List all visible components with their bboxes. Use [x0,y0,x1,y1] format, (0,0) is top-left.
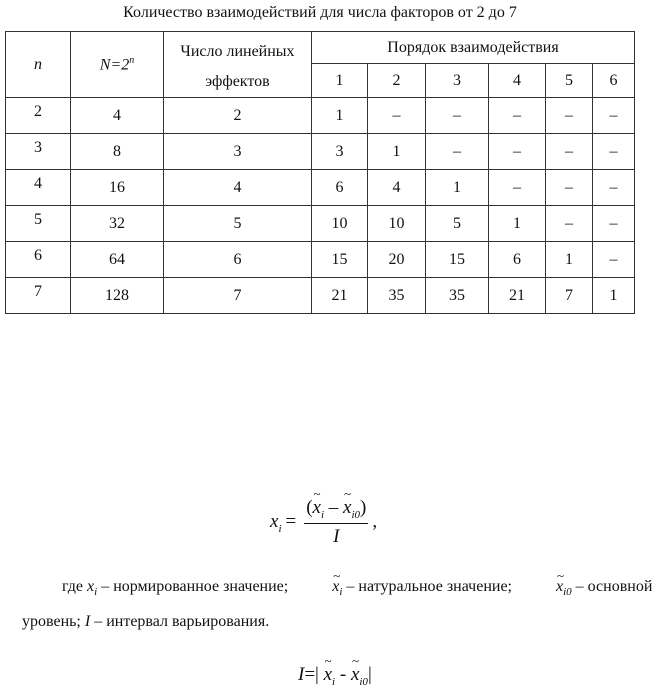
table-cell: 1 [488,205,546,242]
table-cell: 1 [367,133,426,170]
header-N: N=2n [70,31,164,98]
header-order-4: 4 [488,63,546,98]
table-cell: 20 [367,241,426,278]
table-cell: 7 [545,277,593,314]
table-cell: – [545,97,593,134]
table-cell: – [592,169,635,206]
table-cell: – [592,133,635,170]
table-cell: – [592,97,635,134]
table-cell: – [592,241,635,278]
table-cell: – [488,133,546,170]
header-order-2: 2 [367,63,426,98]
formula-interval: I=| xi - xi0| [298,653,372,688]
header-order-6: 6 [592,63,635,98]
table-cell: 2 [163,97,312,134]
header-order-5: 5 [545,63,593,98]
table-caption: Количество взаимодействий для числа факт… [123,4,517,21]
table-cell: 2 [5,97,71,134]
table-cell: 7 [5,277,71,314]
header-interaction-order: Порядок взаимодействия [311,30,635,65]
header-order-3: 3 [425,63,489,98]
table-cell: 3 [163,133,312,170]
table-cell: 1 [425,169,489,206]
formula-explanation: где xi – нормированное значение; xi – на… [22,561,662,636]
table-cell: 35 [425,277,489,314]
table-cell: 15 [311,241,368,278]
table-row: 6 64 6 15 20 15 6 1– [5,241,635,278]
table-cell: 6 [163,241,312,278]
table-cell: 64 [70,241,164,278]
table-cell: 1 [592,277,635,314]
table-cell: – [425,133,489,170]
table-cell: – [545,205,593,242]
table-cell: 32 [70,205,164,242]
table-cell: – [592,205,635,242]
table-cell: – [488,97,546,134]
formula-normalized: xi = (xi – xi0) I , [270,486,377,548]
table-cell: – [545,169,593,206]
table-cell: – [488,169,546,206]
table-row: 7 128 7 21 35 35 21 7 1 [5,277,635,314]
table-cell: 5 [5,205,71,242]
table-cell: 6 [311,169,368,206]
header-n: n [5,31,71,98]
table-cell: 35 [367,277,426,314]
table-row: 5 32 5 10 10 5 1– – [5,205,635,242]
table-cell: 4 [5,169,71,206]
table-cell: – [545,133,593,170]
table-cell: – [367,97,426,134]
table-cell: 10 [311,205,368,242]
table-cell: 6 [5,241,71,278]
table-cell: 21 [311,277,368,314]
table-cell: 4 [70,97,164,134]
table-row: 2 4 2 1– – – – – [5,97,635,134]
table-cell: 5 [425,205,489,242]
table-cell: – [425,97,489,134]
table-cell: 128 [70,277,164,314]
table-cell: 1 [545,241,593,278]
table-cell: 21 [488,277,546,314]
table-cell: 3 [311,133,368,170]
table-row: 3 8 3 3 1– – – – [5,133,635,170]
header-linear-effects: Число линейных эффектов [163,31,312,98]
header-order-1: 1 [311,63,368,98]
table-cell: 8 [70,133,164,170]
table-cell: 4 [163,169,312,206]
table-cell: 6 [488,241,546,278]
table-cell: 1 [311,97,368,134]
table-cell: 7 [163,277,312,314]
table-cell: 4 [367,169,426,206]
table-cell: 10 [367,205,426,242]
table-cell: 16 [70,169,164,206]
table-cell: 15 [425,241,489,278]
table-cell: 3 [5,133,71,170]
table-row: 4 16 4 6 4 1– – – [5,169,635,206]
table-cell: 5 [163,205,312,242]
interactions-table: n N=2n Число линейных эффектов Порядок в… [5,30,635,314]
